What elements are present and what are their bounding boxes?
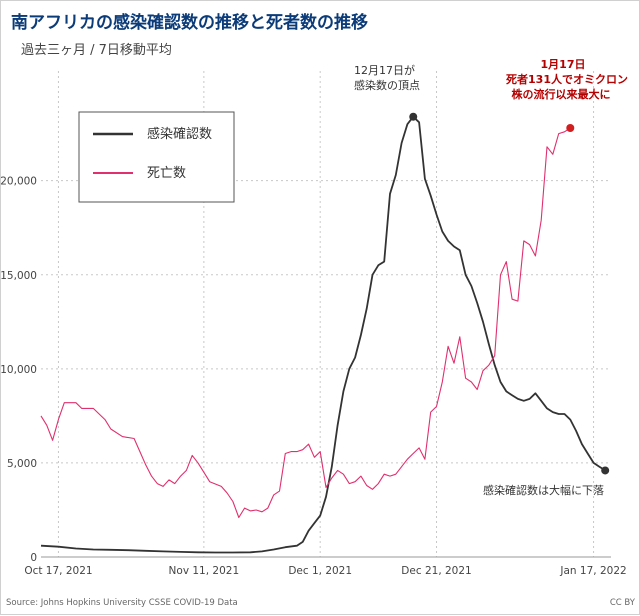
annotation-record-line2: 死者131人でオミクロン bbox=[506, 72, 628, 86]
y-tick-label: 20,000 bbox=[1, 176, 37, 188]
chart-title: 南アフリカの感染確認数の推移と死者数の推移 bbox=[11, 12, 368, 33]
axis-layer: 0 5,000 10,000 15,000 20,000 Oct 17, 2021 Nov … bbox=[1, 176, 627, 577]
series-line-deaths bbox=[40, 127, 571, 519]
x-tick-label: Nov 11, 2021 bbox=[169, 565, 240, 577]
end-marker-deaths bbox=[566, 123, 575, 132]
legend-box bbox=[78, 111, 235, 203]
peak-marker-cases bbox=[409, 112, 418, 121]
chart-subtitle: 過去三ヶ月 / 7日移動平均 bbox=[21, 43, 172, 58]
x-tick-label: Dec 1, 2021 bbox=[288, 565, 352, 577]
annotation-cases-fall: 感染確認数は大幅に下落 bbox=[483, 483, 604, 497]
annotation-record-line1: 1月17日 bbox=[541, 58, 586, 71]
annotation-deaths-record: 1月17日 死者131人でオミクロン 株の流行以来最大に bbox=[506, 58, 628, 101]
x-tick-label: Oct 17, 2021 bbox=[24, 565, 92, 577]
annotation-peak-line2: 感染数の頂点 bbox=[354, 78, 420, 92]
source-note: Source: Johns Hopkins University CSSE CO… bbox=[6, 598, 238, 608]
annotation-peak-line1: 12月17日が bbox=[354, 63, 415, 77]
x-tick-label: Dec 21, 2021 bbox=[401, 565, 471, 577]
y-tick-label: 5,000 bbox=[7, 458, 37, 470]
end-marker-cases bbox=[601, 466, 610, 475]
y-tick-label: 0 bbox=[30, 552, 37, 564]
annotation-record-line3: 株の流行以来最大に bbox=[512, 87, 611, 101]
series-line-cases bbox=[40, 115, 606, 554]
y-tick-label: 10,000 bbox=[1, 364, 37, 376]
y-tick-label: 15,000 bbox=[1, 270, 37, 282]
x-tick-label: Jan 17, 2022 bbox=[559, 565, 626, 577]
annotation-peak: 12月17日が 感染数の頂点 bbox=[354, 63, 420, 92]
legend-label-deaths: 死亡数 bbox=[147, 166, 186, 181]
legend-label-cases: 感染確認数 bbox=[147, 126, 212, 142]
license-note: CC BY bbox=[610, 598, 636, 608]
series-layer bbox=[40, 112, 610, 554]
legend: 感染確認数 死亡数 bbox=[78, 111, 235, 203]
